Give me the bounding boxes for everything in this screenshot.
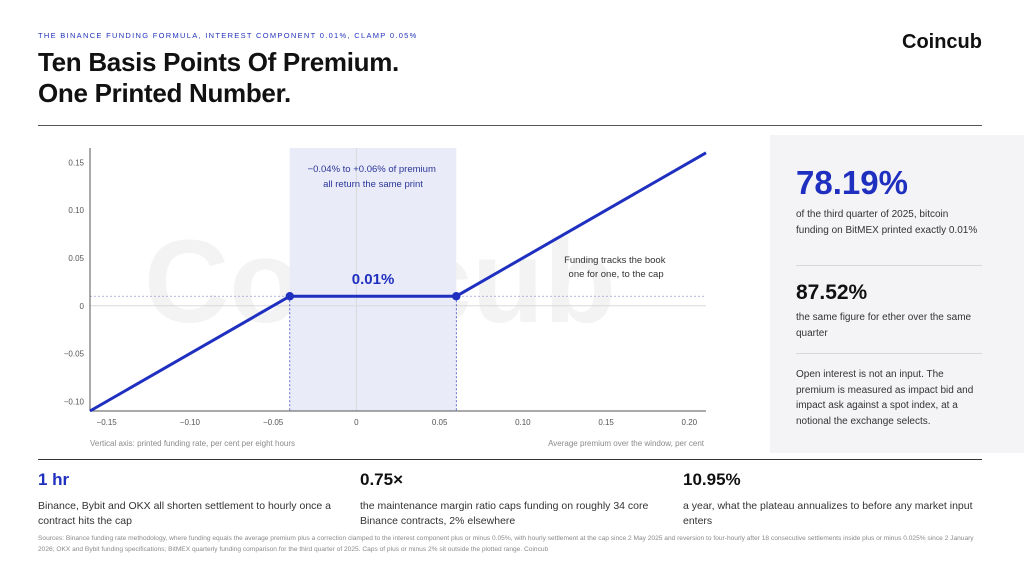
stat-annualized: 10.95% a year, what the plateau annualiz… [683,470,983,529]
slope-annotation-line-1: Funding tracks the book [564,255,666,266]
plateau-band [289,148,457,411]
x-tick-label: −0.05 [263,418,284,427]
right-kink-point [452,292,461,301]
headline-line-1: Ten Basis Points Of Premium. [38,47,399,77]
band-annotation-line-1: −0.04% to +0.06% of premium [308,164,436,175]
x-tick-label: 0.05 [432,418,448,427]
sidebar-panel [770,135,1024,453]
x-tick-label: −0.10 [180,418,201,427]
slope-annotation-line-2: one for one, to the cap [569,269,664,280]
stat-settlement-value: 1 hr [38,470,70,489]
left-kink-point [285,292,294,301]
y-tick-label: 0.10 [68,206,84,215]
bitcoin-stat-value: 78.19% [796,164,908,201]
stat-settlement-text: Binance, Bybit and OKX all shorten settl… [38,500,332,527]
band-annotation: −0.04% to +0.06% of premium all return t… [308,164,439,190]
x-tick-label: 0 [354,418,359,427]
y-tick-labels: 0.15 0.10 0.05 0 −0.05 −0.10 [64,158,85,406]
y-tick-label: 0.05 [68,254,84,263]
x-tick-label: 0.10 [515,418,531,427]
stat-margin-ratio: 0.75× the maintenance margin ratio caps … [360,470,660,529]
x-axis-caption: Average premium over the window, per cen… [548,439,705,448]
ether-stat-text: the same figure for ether over the same … [796,312,972,339]
x-tick-label: 0.15 [598,418,614,427]
stat-annualized-value: 10.95% [683,470,741,489]
x-tick-label: −0.15 [97,418,118,427]
stat-annualized-text: a year, what the plateau annualizes to b… [683,500,973,527]
plateau-label: 0.01% [352,271,395,288]
slope-annotation: Funding tracks the book one for one, to … [564,255,668,280]
bitcoin-stat-text: of the third quarter of 2025, bitcoin fu… [796,209,978,236]
brand-logo: Coincub [902,31,982,53]
sources-note: Sources: Binance funding rate methodolog… [38,535,974,553]
y-tick-label: 0 [80,302,85,311]
headline-line-2: One Printed Number. [38,78,291,108]
open-interest-note: Open interest is not an input. The premi… [796,369,974,427]
kicker: THE BINANCE FUNDING FORMULA, INTEREST CO… [38,31,418,40]
x-tick-label: 0.20 [682,418,698,427]
y-axis-caption: Vertical axis: printed funding rate, per… [90,439,295,448]
y-tick-label: 0.15 [68,158,84,167]
sidebar-divider-1 [796,265,982,266]
y-tick-label: −0.05 [64,350,85,359]
ether-stat-value: 87.52% [796,281,868,304]
stat-settlement: 1 hr Binance, Bybit and OKX all shorten … [38,470,338,529]
header-divider [38,125,982,126]
x-tick-labels: −0.15 −0.10 −0.05 0 0.05 0.10 0.15 0.20 [97,418,698,427]
stat-margin-ratio-text: the maintenance margin ratio caps fundin… [360,500,649,527]
stat-margin-ratio-value: 0.75× [360,470,404,489]
sidebar-divider-2 [796,353,982,354]
stats-divider [38,459,982,460]
funding-line [89,151,707,413]
y-tick-label: −0.10 [64,397,85,406]
headline: Ten Basis Points Of Premium. One Printed… [38,47,399,109]
band-annotation-line-2: all return the same print [323,179,423,190]
